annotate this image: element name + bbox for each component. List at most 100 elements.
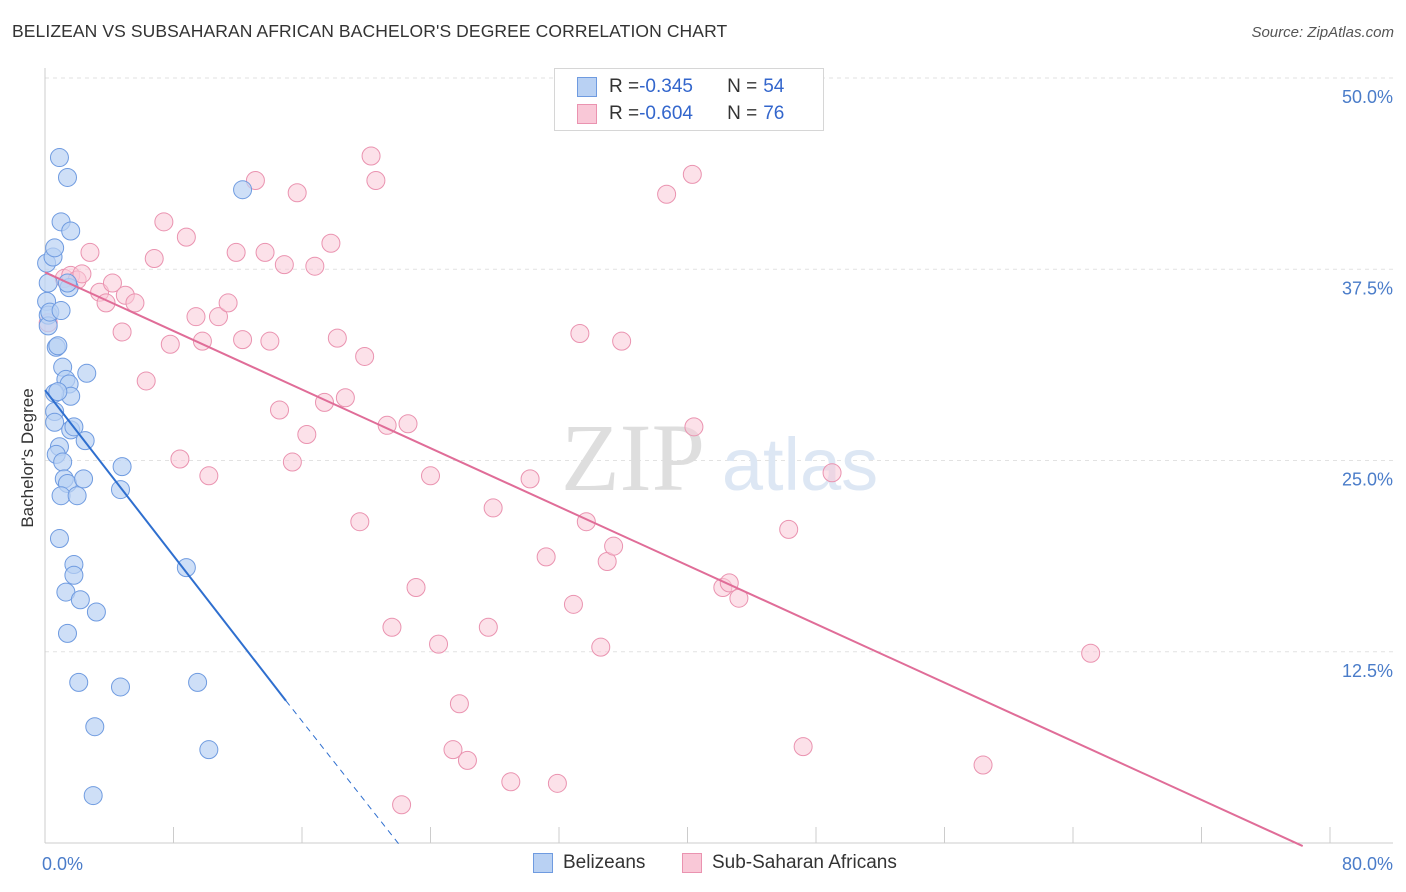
belizean-point [45,412,65,432]
sub-saharan-point [160,334,180,354]
sub-saharan-trend-line [44,271,1304,847]
bottom-legend-label: Belizeans [563,852,646,873]
belizean-point [53,452,73,472]
sub-saharan-point [260,331,280,351]
sub-saharan-point [245,171,265,191]
sub-saharan-point [218,293,238,313]
trend-lines [44,271,1304,848]
belizean-swatch [533,853,553,873]
sub-saharan-point [382,617,402,637]
belizean-point [77,363,97,383]
bottom-legend-sub-saharan: Sub-Saharan Africans [682,852,897,874]
sub-saharan-point [719,573,739,593]
sub-saharan-point [282,452,302,472]
belizean-point [85,717,105,737]
bottom-legend-label: Sub-Saharan Africans [712,852,897,873]
sub-saharan-point [591,637,611,657]
belizean-point [233,180,253,200]
sub-saharan-point [144,249,164,269]
belizean-trend-line [44,389,287,702]
sub-saharan-point [793,737,813,757]
y-axis-label: Bachelor's Degree [18,388,37,527]
sub-saharan-point [536,547,556,567]
sub-saharan-point [398,414,418,434]
belizean-point [70,590,90,610]
belizean-swatch [577,77,597,97]
sub-saharan-point [779,519,799,539]
sub-saharan-point [199,466,219,486]
y-tick-label: 50.0% [1342,87,1393,107]
sub-saharan-point [483,498,503,518]
belizean-point [49,148,69,168]
belizean-point [49,529,69,549]
sub-saharan-point [478,617,498,637]
belizean-point [67,486,87,506]
correlation-legend: R = -0.345 N = 54 R = -0.604 N = 76 [554,68,824,131]
sub-saharan-point [822,463,842,483]
sub-saharan-point [136,371,156,391]
belizean-point [51,301,71,321]
belizean-point [74,469,94,489]
legend-n-value: 54 [763,76,785,97]
sub-saharan-point [547,773,567,793]
sub-saharan-point [80,242,100,262]
belizean-point [45,238,65,258]
sub-saharan-point [112,322,132,342]
belizean-point [51,486,71,506]
belizean-point [61,221,81,241]
sub-saharan-point [305,256,325,276]
watermark-zip: ZIP [561,404,705,511]
sub-saharan-point [255,242,275,262]
belizean-point [48,382,68,402]
sub-saharan-point [682,164,702,184]
legend-row-sub-saharan: R = -0.604 N = 76 [577,101,784,127]
sub-saharan-point [449,694,469,714]
source-label: Source: ZipAtlas.com [1251,24,1394,41]
belizean-point [57,623,77,643]
sub-saharan-point [321,233,341,253]
sub-saharan-swatch [577,104,597,124]
sub-saharan-point [335,388,355,408]
sub-saharan-point [125,293,145,313]
bottom-legend-belizeans: Belizeans [533,852,645,874]
sub-saharan-point [392,795,412,815]
sub-saharan-point [154,212,174,232]
sub-saharan-point [501,772,521,792]
y-tick-label: 12.5% [1342,661,1393,681]
legend-r-label: R = [609,103,640,124]
y-tick-label: 37.5% [1342,278,1393,298]
belizean-point [64,565,84,585]
belizean-point [57,167,77,187]
legend-r-value: -0.345 [639,76,693,97]
sub-saharan-point [233,330,253,350]
sub-saharan-point [973,755,993,775]
sub-saharan-point [72,264,92,284]
legend-r-label: R = [609,76,640,97]
sub-saharan-point [208,307,228,327]
sub-saharan-point [186,307,206,327]
sub-saharan-point [520,469,540,489]
sub-saharan-point [270,400,290,420]
sub-saharan-point [429,634,449,654]
legend-n-label: N = [727,103,758,124]
y-tick-labels: 12.5% 25.0% 37.5% 50.0% [1342,87,1393,681]
legend-row-belizeans: R = -0.345 N = 54 [577,74,784,100]
sub-saharan-swatch [682,853,702,873]
belizean-point [199,740,219,760]
belizean-points [37,148,253,806]
belizean-point [112,457,132,477]
x-tick-label-max: 80.0% [1342,854,1393,874]
sub-saharan-point [287,183,307,203]
sub-saharan-point [570,324,590,344]
sub-saharan-point [297,424,317,444]
belizean-point [69,672,89,692]
sub-saharan-point [1081,643,1101,663]
belizean-point [176,558,196,578]
watermark-atlas: atlas [722,423,878,506]
sub-saharan-point [327,328,347,348]
belizean-point [110,677,130,697]
legend-n-label: N = [727,76,758,97]
sub-saharan-point [563,594,583,614]
sub-saharan-point [366,171,386,191]
